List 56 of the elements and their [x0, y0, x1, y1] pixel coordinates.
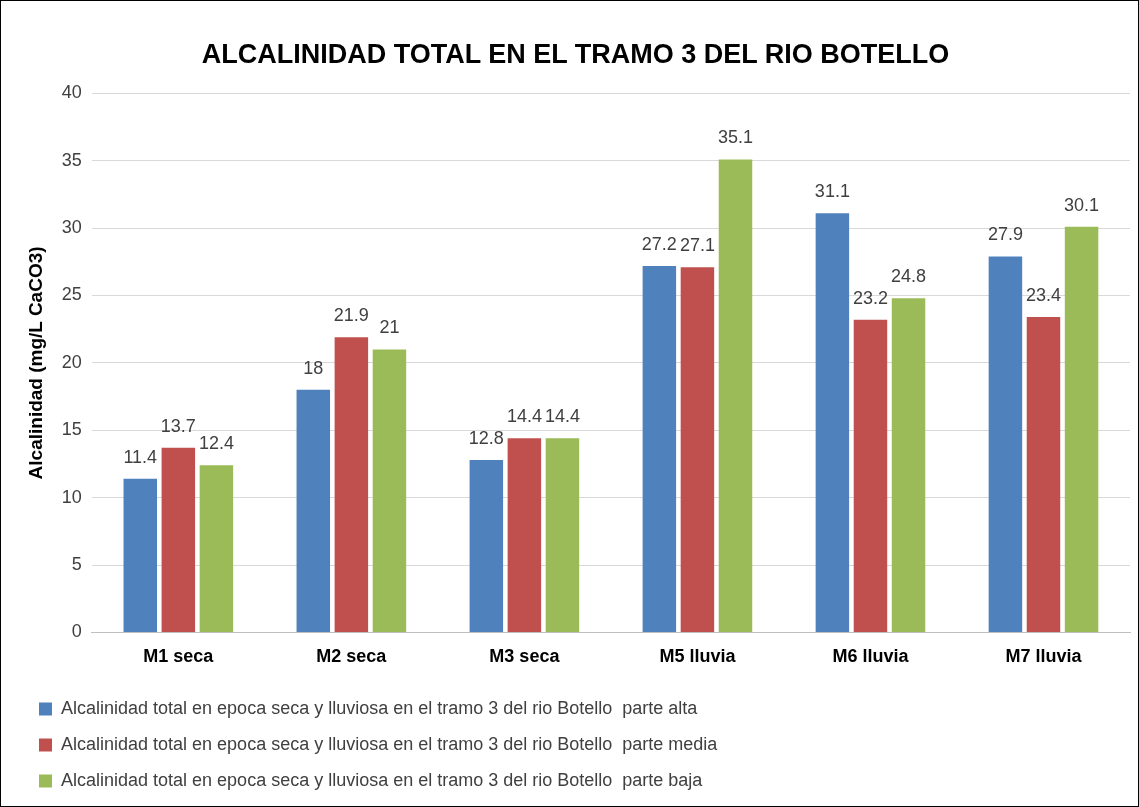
data-label: 24.8: [891, 266, 927, 287]
bar: [123, 478, 158, 632]
data-label: 11.4: [123, 446, 158, 467]
bar: [334, 337, 369, 632]
bar: [1026, 317, 1061, 632]
bar: [296, 389, 331, 632]
bar: [161, 447, 196, 632]
data-label: 21.9: [333, 305, 369, 326]
bar: [718, 159, 753, 632]
legend-label: Alcalinidad total en epoca seca y lluviosa en el tramo 3 del rio Botello parte media: [61, 733, 719, 754]
bar: [815, 213, 850, 632]
data-label: 23.2: [852, 287, 888, 308]
bar: [680, 267, 715, 632]
data-label: 30.1: [1064, 194, 1100, 215]
y-tick-label: 15: [61, 419, 82, 440]
bar: [545, 438, 580, 632]
y-tick-label: 25: [61, 284, 82, 305]
bar: [642, 265, 677, 632]
data-label: 12.4: [198, 433, 234, 454]
data-label: 27.1: [679, 235, 715, 256]
y-axis-title: Alcalinidad (mg/L CaCO3): [24, 246, 46, 480]
bar: [988, 256, 1023, 632]
bar: [469, 459, 504, 632]
data-label: 35.1: [717, 127, 754, 148]
y-tick-label: 40: [61, 82, 82, 103]
chart-title: ALCALINIDAD TOTAL EN EL TRAMO 3 DEL RIO BOTELLO: [201, 38, 950, 69]
bar: [891, 298, 926, 632]
y-tick-label: 0: [71, 621, 82, 642]
bar: [199, 465, 234, 632]
y-tick-label: 20: [61, 351, 82, 372]
data-label: 18: [303, 357, 324, 378]
y-tick-label: 5: [71, 553, 82, 574]
y-tick-label: 35: [61, 149, 82, 170]
legend-label: Alcalinidad total en epoca seca y lluviosa en el tramo 3 del rio Botello parte baja: [61, 769, 704, 790]
bar: [507, 438, 542, 632]
data-label: 27.2: [641, 233, 677, 254]
x-tick-label: M5 lluvia: [659, 646, 737, 667]
legend-label: Alcalinidad total en epoca seca y lluviosa en el tramo 3 del rio Botello parte alta: [61, 697, 699, 718]
x-tick-label: M7 lluvia: [1005, 646, 1083, 667]
x-tick-label: M6 lluvia: [832, 646, 910, 667]
data-label: 14.4: [544, 406, 580, 427]
x-tick-label: M2 seca: [316, 646, 388, 667]
data-label: 13.7: [160, 415, 196, 436]
data-label: 31.1: [814, 181, 850, 202]
bar: [853, 319, 888, 632]
data-label: 12.8: [468, 427, 504, 448]
data-label: 27.9: [987, 224, 1023, 245]
y-tick-label: 30: [61, 217, 82, 238]
data-label: 23.4: [1025, 285, 1062, 306]
y-tick-label: 10: [61, 486, 82, 507]
bar: [372, 349, 407, 632]
bar: [1064, 226, 1099, 632]
x-tick-label: M1 seca: [143, 646, 215, 667]
x-tick-label: M3 seca: [489, 646, 561, 667]
data-label: 14.4: [506, 406, 542, 427]
data-label: 21: [379, 317, 400, 338]
